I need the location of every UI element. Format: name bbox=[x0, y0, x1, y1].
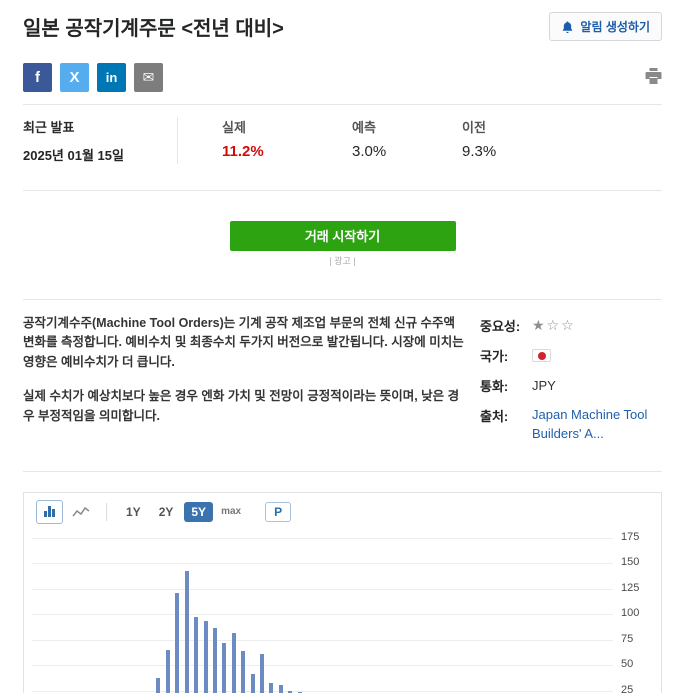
print-button[interactable] bbox=[645, 68, 662, 87]
currency-label: 통화: bbox=[480, 379, 509, 394]
y-axis-tick-label: 125 bbox=[621, 581, 640, 594]
actual-value: 11.2% bbox=[222, 143, 264, 160]
page-header: 일본 공작기계주문 <전년 대비> 알림 생성하기 bbox=[23, 12, 662, 41]
country-row: 국가: bbox=[480, 346, 662, 365]
chart-gridline bbox=[32, 537, 613, 539]
divider bbox=[23, 104, 662, 105]
chart-bar bbox=[269, 682, 274, 693]
currency-value: JPY bbox=[532, 378, 556, 393]
line-chart-icon bbox=[71, 506, 89, 517]
bell-icon bbox=[563, 20, 573, 33]
page-title: 일본 공작기계주문 <전년 대비> bbox=[23, 18, 284, 40]
range-5y-button[interactable]: 5Y bbox=[184, 501, 214, 522]
chart-p-button[interactable]: P bbox=[265, 501, 292, 522]
latest-release-column: 최근 발표 2025년 01월 15일 bbox=[23, 117, 178, 164]
japan-flag-icon bbox=[532, 349, 551, 362]
chart-plot[interactable]: Investing.com 1751501251007550250-25-50 bbox=[24, 531, 661, 693]
chart-gridline bbox=[32, 690, 613, 692]
share-row: f X in ✉ bbox=[23, 63, 662, 92]
chart-bar bbox=[297, 691, 302, 693]
previous-column: 이전 9.3% bbox=[462, 117, 496, 164]
chart-bar bbox=[250, 673, 255, 693]
y-axis-tick-label: 25 bbox=[621, 683, 634, 693]
country-label: 국가: bbox=[480, 349, 509, 364]
line-chart-type-button[interactable] bbox=[67, 499, 94, 524]
chart-gridline bbox=[32, 613, 613, 615]
currency-row: 통화: JPY bbox=[480, 376, 662, 395]
description-paragraph-2: 실제 수치가 예상치보다 높은 경우 엔화 가치 및 전망이 긍정적이라는 뜻이… bbox=[23, 389, 460, 423]
printer-icon bbox=[645, 68, 662, 84]
page-content: 일본 공작기계주문 <전년 대비> 알림 생성하기 f X in ✉ 최근 발표… bbox=[0, 0, 685, 472]
chart-bar bbox=[184, 570, 189, 693]
actual-label: 실제 bbox=[222, 120, 246, 135]
create-alert-button[interactable]: 알림 생성하기 bbox=[549, 12, 662, 41]
source-label: 출처: bbox=[480, 409, 509, 424]
y-axis-tick-label: 175 bbox=[621, 530, 640, 543]
chart-bar bbox=[231, 632, 236, 693]
forecast-value: 3.0% bbox=[352, 143, 387, 160]
source-link[interactable]: Japan Machine Tool Builders' A... bbox=[532, 407, 648, 441]
forecast-label: 예측 bbox=[352, 120, 376, 135]
indicator-details: 중요성: ★☆☆ 국가: 통화: JPY 출처: Japan Machine T… bbox=[480, 314, 662, 455]
source-row: 출처: Japan Machine Tool Builders' A... bbox=[480, 406, 662, 444]
previous-value: 9.3% bbox=[462, 143, 497, 160]
chart-bar bbox=[203, 620, 208, 693]
chart-gridline bbox=[32, 562, 613, 564]
latest-release-label: 최근 발표 bbox=[23, 120, 75, 135]
latest-release-date: 2025년 01월 15일 bbox=[23, 148, 124, 163]
divider bbox=[23, 470, 662, 472]
divider bbox=[23, 190, 662, 191]
cta-section: 거래 시작하기 | 광고 | bbox=[23, 191, 662, 287]
chart-gridline bbox=[32, 588, 613, 590]
chart-toolbar: 1Y 2Y 5Y max P bbox=[24, 493, 661, 529]
importance-row: 중요성: ★☆☆ bbox=[480, 316, 662, 335]
chart-gridline bbox=[32, 664, 613, 666]
range-max-button[interactable]: max bbox=[217, 503, 245, 520]
x-share-button[interactable]: X bbox=[60, 63, 89, 92]
importance-label: 중요성: bbox=[480, 319, 521, 334]
chart-bar bbox=[194, 616, 199, 693]
bar-chart-type-button[interactable] bbox=[36, 499, 63, 524]
email-share-button[interactable]: ✉ bbox=[134, 63, 163, 92]
start-trading-button[interactable]: 거래 시작하기 bbox=[229, 221, 456, 251]
linkedin-icon: in bbox=[105, 70, 118, 85]
release-summary: 최근 발표 2025년 01월 15일 실제 11.2% 예측 3.0% 이전 … bbox=[23, 105, 662, 178]
chart-bar bbox=[165, 649, 170, 693]
chart-bar bbox=[241, 650, 246, 693]
chart-bar bbox=[212, 627, 217, 693]
description-section: 공작기계수주(Machine Tool Orders)는 기계 공작 제조업 부… bbox=[23, 300, 662, 471]
y-axis-tick-label: 150 bbox=[621, 555, 640, 568]
actual-column: 실제 11.2% bbox=[178, 117, 352, 164]
y-axis-tick-label: 75 bbox=[621, 632, 634, 645]
bar-chart-icon bbox=[44, 506, 55, 518]
description-paragraph-1: 공작기계수주(Machine Tool Orders)는 기계 공작 제조업 부… bbox=[23, 316, 464, 369]
chart-bar bbox=[175, 592, 180, 693]
alert-button-label: 알림 생성하기 bbox=[580, 20, 650, 34]
chart-bar bbox=[156, 677, 161, 693]
facebook-icon: f bbox=[35, 69, 40, 86]
range-2y-button[interactable]: 2Y bbox=[152, 502, 181, 522]
facebook-share-button[interactable]: f bbox=[23, 63, 52, 92]
previous-label: 이전 bbox=[462, 120, 486, 135]
chart-bar bbox=[278, 684, 283, 693]
chart-card: 1Y 2Y 5Y max P Investing.com 17515012510… bbox=[23, 491, 662, 693]
chart-bar bbox=[222, 642, 227, 693]
y-axis-tick-label: 50 bbox=[621, 657, 634, 670]
chart-gridline bbox=[32, 639, 613, 641]
chart-bar bbox=[260, 653, 264, 693]
importance-stars-icon: ★☆☆ bbox=[532, 317, 576, 333]
indicator-description: 공작기계수주(Machine Tool Orders)는 기계 공작 제조업 부… bbox=[23, 314, 464, 455]
x-icon: X bbox=[69, 69, 80, 86]
email-icon: ✉ bbox=[142, 69, 155, 85]
linkedin-share-button[interactable]: in bbox=[97, 63, 126, 92]
chart-bar bbox=[288, 690, 293, 693]
forecast-column: 예측 3.0% bbox=[352, 117, 462, 164]
range-1y-button[interactable]: 1Y bbox=[119, 502, 148, 522]
divider bbox=[23, 299, 662, 300]
toolbar-divider bbox=[106, 502, 107, 521]
y-axis-tick-label: 100 bbox=[621, 606, 640, 619]
ad-label: | 광고 | bbox=[329, 256, 356, 266]
